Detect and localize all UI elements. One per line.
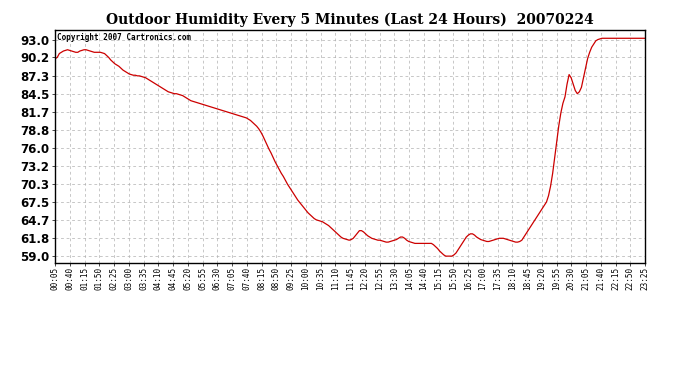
Title: Outdoor Humidity Every 5 Minutes (Last 24 Hours)  20070224: Outdoor Humidity Every 5 Minutes (Last 2… xyxy=(106,13,594,27)
Text: Copyright 2007 Cartronics.com: Copyright 2007 Cartronics.com xyxy=(57,33,191,42)
